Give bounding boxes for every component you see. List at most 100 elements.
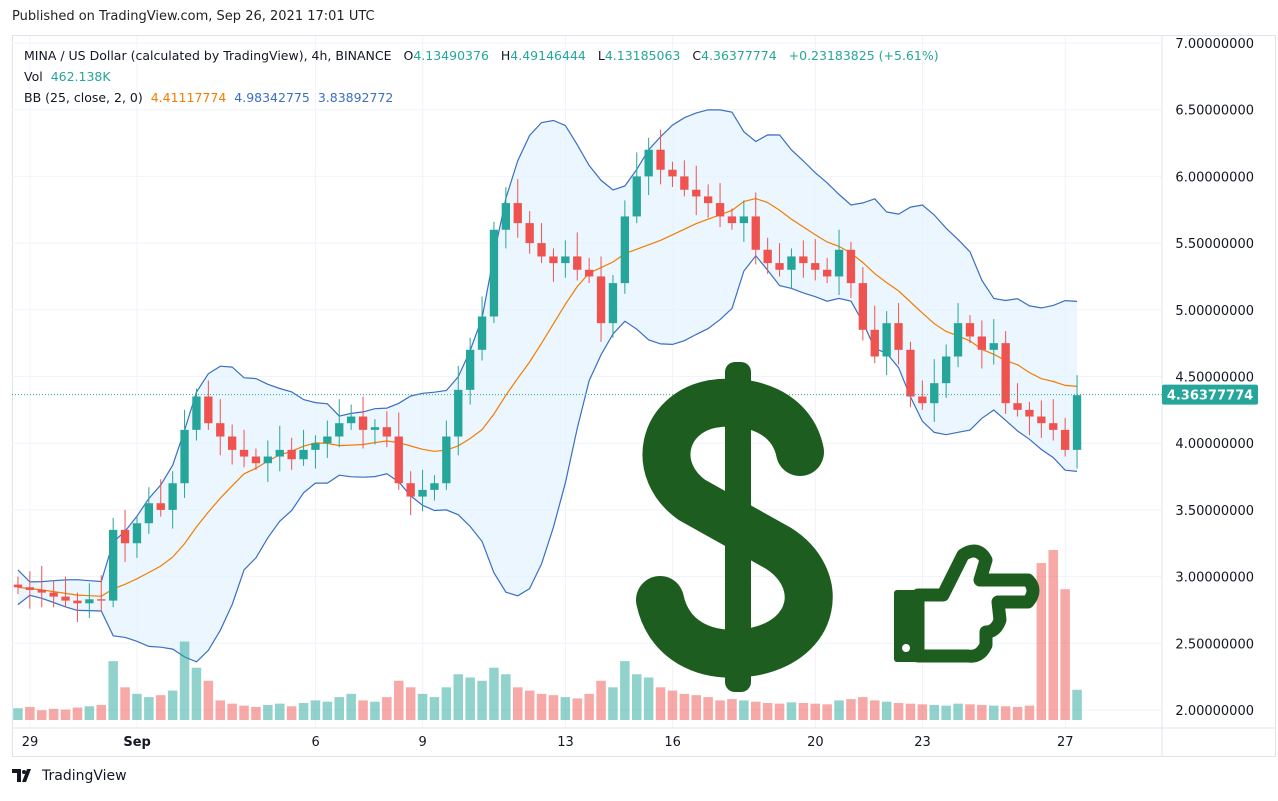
candle-body (918, 396, 927, 404)
candle-body (477, 316, 487, 350)
candle-body (608, 283, 618, 324)
volume-bar (441, 687, 452, 720)
candle-body (715, 203, 725, 217)
x-tick-label: 16 (664, 735, 681, 750)
candle-body (501, 203, 511, 230)
candle-body (680, 176, 689, 190)
candle-body (692, 189, 701, 197)
candle-body (977, 336, 987, 350)
volume-bar (155, 695, 166, 720)
volume-bar (512, 687, 523, 720)
candle-body (1049, 423, 1058, 430)
volume-bar (858, 697, 868, 720)
candle-body (251, 456, 261, 464)
volume-bar (215, 700, 226, 720)
volume-bar (251, 706, 261, 720)
candle-body (953, 323, 963, 357)
volume-bar (548, 695, 559, 720)
candle-body (132, 523, 142, 544)
candle-body (894, 323, 903, 350)
symbol-title[interactable]: MINA / US Dollar (calculated by TradingV… (24, 48, 392, 63)
volume-bar (286, 706, 297, 720)
volume-bar (274, 703, 285, 720)
close-label: C (692, 48, 702, 63)
volume-bar (167, 690, 178, 720)
candle-body (263, 456, 273, 464)
candle-body (930, 383, 939, 404)
candle-body (668, 169, 677, 177)
candle-body (573, 256, 582, 270)
volume-bar (203, 680, 214, 720)
x-tick-label: 29 (22, 735, 39, 750)
volume-bar (536, 693, 547, 720)
volume-bar (881, 701, 892, 720)
volume-bar (524, 690, 535, 720)
tradingview-logo-icon (12, 769, 31, 782)
candle-body (323, 436, 332, 444)
candle-body (430, 483, 439, 490)
volume-bar (239, 705, 249, 720)
candle-body (108, 529, 118, 601)
candle-body (525, 223, 534, 244)
volume-bar (36, 710, 47, 720)
candle-body (965, 323, 975, 337)
candle-body (727, 216, 737, 224)
candle-body (882, 323, 891, 357)
bb-band-fill (17, 109, 1077, 662)
candle-body (1037, 416, 1046, 424)
low-value: 4.13185063 (604, 48, 681, 63)
candle-body (620, 216, 630, 284)
y-tick-label: 6.00000000 (1175, 170, 1254, 185)
low-label: L (597, 48, 605, 63)
volume-bar (1024, 705, 1035, 720)
volume-bar (1072, 689, 1082, 720)
candle-body (204, 396, 213, 424)
volume-bar (227, 703, 237, 720)
volume-bar (941, 705, 951, 720)
volume-bar (322, 701, 333, 720)
volume-bar (1048, 550, 1059, 720)
volume-bar (608, 687, 618, 720)
volume-bar (144, 697, 154, 720)
candle-body (406, 483, 415, 497)
volume-bar (13, 708, 23, 720)
volume-bar (715, 700, 725, 720)
volume-bar (977, 704, 987, 720)
candle-body (870, 329, 879, 357)
volume-bar (584, 693, 594, 720)
candle-body (489, 229, 499, 317)
vol-label[interactable]: Vol (24, 69, 43, 84)
last-price-label: 4.36377774 (1167, 389, 1253, 404)
symbol-row: MINA / US Dollar (calculated by TradingV… (24, 45, 943, 66)
volume-bar (346, 693, 356, 720)
x-tick-label: 23 (914, 735, 931, 750)
volume-bar (370, 701, 380, 720)
candle-body (275, 449, 284, 457)
volume-bar (965, 704, 975, 720)
y-tick-label: 2.50000000 (1175, 637, 1254, 652)
y-tick-label: 3.50000000 (1175, 504, 1254, 519)
volume-bar (96, 704, 107, 720)
volume-bar (429, 697, 440, 720)
volume-bar (1012, 706, 1023, 720)
volume-bar (334, 697, 345, 720)
candle-body (144, 503, 154, 524)
bb-label[interactable]: BB (25, close, 2, 0) (24, 90, 143, 105)
candle-body (822, 269, 832, 277)
chart-legend: MINA / US Dollar (calculated by TradingV… (24, 45, 943, 108)
candle-body (846, 249, 856, 284)
volume-bar (691, 695, 702, 720)
tradingview-logo[interactable]: TradingView (12, 768, 127, 784)
volume-bar (786, 702, 797, 720)
candle-body (739, 216, 749, 224)
candle-body (239, 449, 249, 457)
volume-bar (358, 700, 368, 720)
bb-basis-value: 4.41117774 (150, 90, 227, 105)
volume-bar (560, 697, 571, 720)
candle-body (180, 429, 189, 484)
volume-bar (132, 693, 142, 720)
candle-body (97, 599, 106, 601)
volume-bar (60, 709, 71, 720)
x-tick-label: 20 (807, 735, 824, 750)
